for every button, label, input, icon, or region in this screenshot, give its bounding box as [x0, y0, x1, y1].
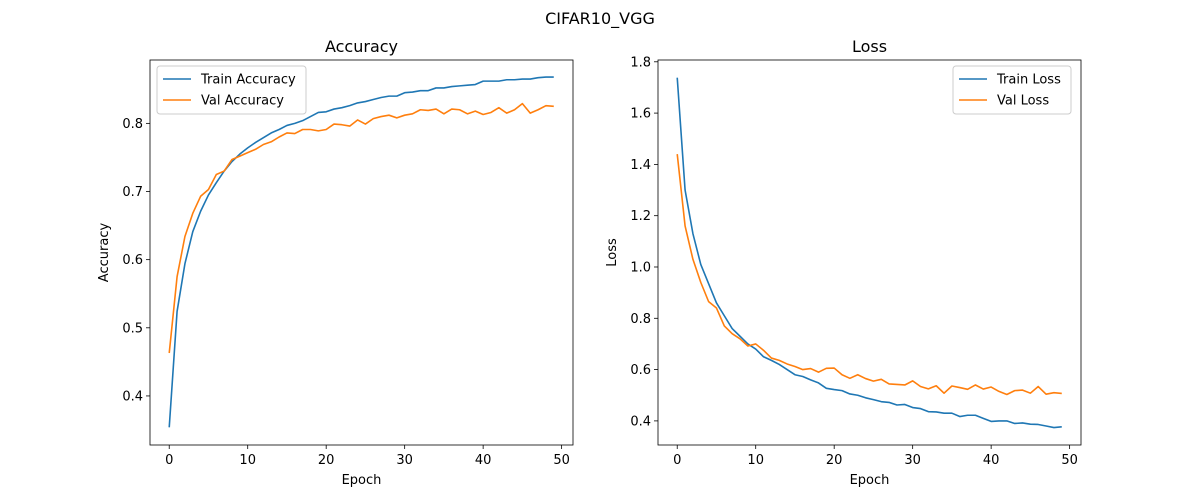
legend-box [156, 65, 307, 115]
x-tick-label: 20 [318, 453, 335, 468]
loss-subplot: Loss 0 10 20 30 40 50 0.4 0.6 0.8 1.0 1.2 1.4 1.6 1.8 E… [605, 37, 1082, 488]
series-line-val-accuracy [168, 102, 554, 354]
y-tick-label: 1.0 [630, 260, 651, 275]
y-tick-label: 0.6 [630, 363, 651, 378]
x-tick-label: 0 [165, 453, 173, 468]
legend-box [952, 65, 1072, 115]
plot-frame [149, 59, 574, 446]
y-tick-label: 1.2 [630, 209, 651, 224]
y-axis-label: Accuracy [97, 223, 112, 283]
y-tick-label: 1.4 [630, 158, 651, 173]
x-tick-label: 50 [553, 453, 570, 468]
y-tick-label: 0.4 [122, 389, 143, 404]
x-tick-label: 20 [826, 453, 843, 468]
plot-frame [657, 59, 1082, 446]
series-line-val-loss [676, 154, 1062, 396]
x-tick-label: 40 [475, 453, 492, 468]
y-tick-label: 0.5 [122, 321, 143, 336]
y-tick-label: 0.6 [122, 253, 143, 268]
legend-entry: Train Loss [996, 73, 1061, 88]
subplot-title: Loss [852, 37, 887, 56]
series-line-train-loss [676, 77, 1062, 429]
legend: Train Loss Val Loss [952, 65, 1072, 115]
x-tick-label: 10 [747, 453, 764, 468]
subplot-title: Accuracy [325, 37, 398, 56]
x-axis-label: Epoch [850, 473, 890, 488]
x-tick-label: 10 [239, 453, 256, 468]
y-tick-label: 0.4 [630, 414, 651, 429]
x-tick-label: 50 [1061, 453, 1078, 468]
x-tick-label: 30 [396, 453, 413, 468]
figure-title: CIFAR10_VGG [545, 9, 655, 29]
x-tick-label: 40 [983, 453, 1000, 468]
legend-entry: Train Accuracy [200, 73, 296, 88]
y-tick-label: 0.8 [122, 117, 143, 132]
y-axis-label: Loss [605, 238, 620, 267]
series-line-train-accuracy [168, 76, 554, 428]
legend-entry: Val Loss [997, 94, 1049, 109]
y-tick-label: 1.8 [630, 55, 651, 70]
legend: Train Accuracy Val Accuracy [156, 65, 307, 115]
y-tick-label: 0.8 [630, 312, 651, 327]
legend-entry: Val Accuracy [201, 94, 284, 109]
x-axis-label: Epoch [342, 473, 382, 488]
y-tick-label: 1.6 [630, 107, 651, 122]
y-tick-label: 0.7 [122, 185, 143, 200]
accuracy-subplot: Accuracy 0 10 20 30 40 50 0.4 0.5 0.6 0.7 0.8 Epoch A… [97, 37, 574, 488]
x-tick-label: 0 [673, 453, 681, 468]
x-tick-label: 30 [904, 453, 921, 468]
